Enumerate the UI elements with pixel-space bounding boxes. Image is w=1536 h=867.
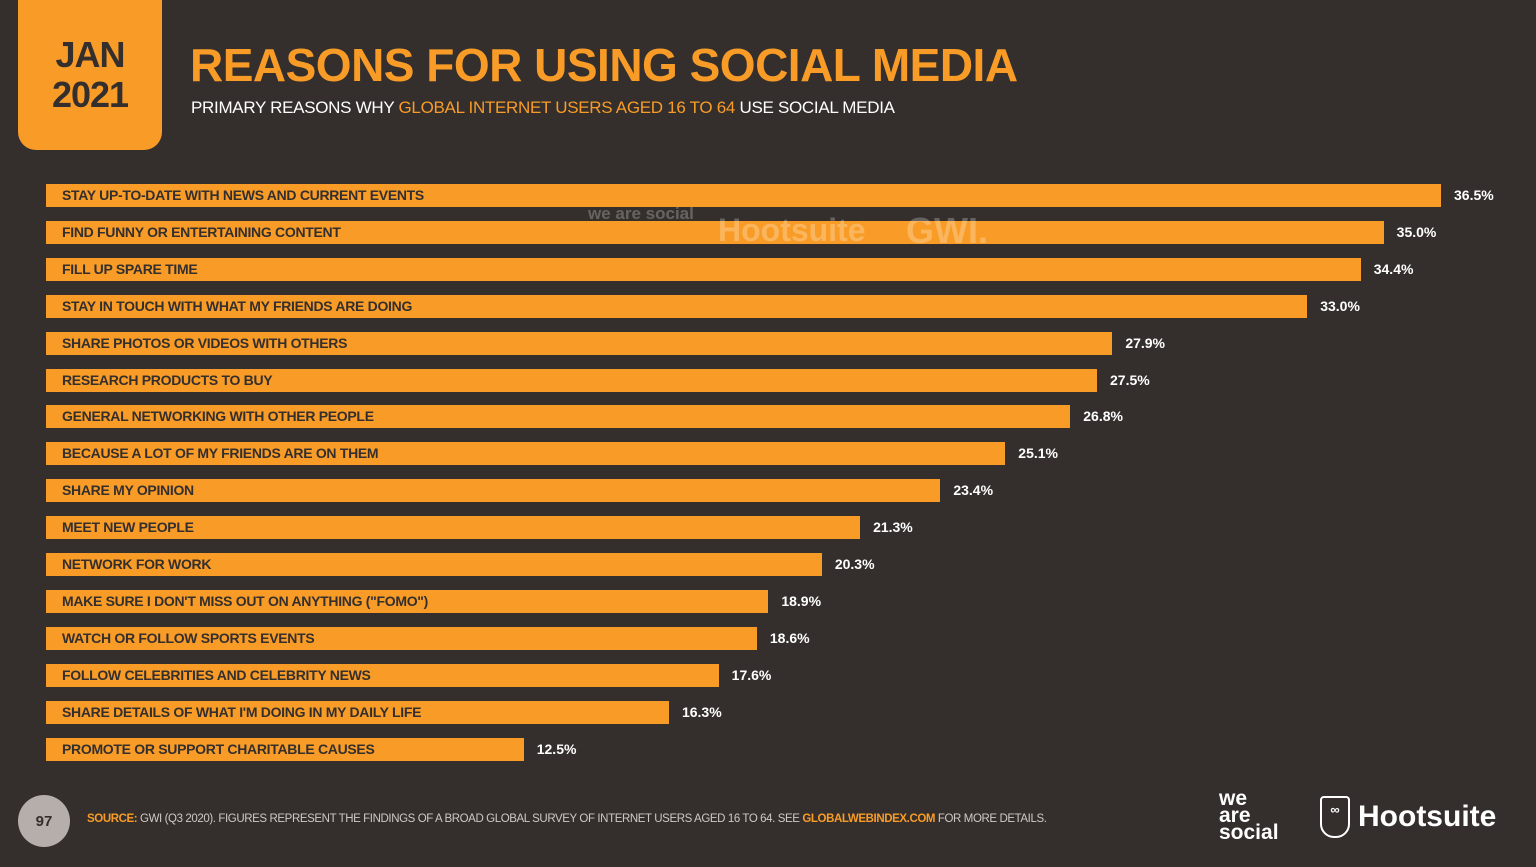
logo-line: we: [1219, 787, 1248, 810]
bar-value-label: 16.3%: [681, 704, 722, 720]
bar-label: SHARE MY OPINION: [62, 482, 194, 498]
bar: [46, 627, 757, 650]
bar-label: MEET NEW PEOPLE: [62, 519, 194, 535]
date-year: 2021: [51, 74, 129, 115]
bar: [46, 516, 861, 539]
bar-value-label: 27.9%: [1125, 335, 1166, 351]
owl-icon: ∞: [1320, 796, 1350, 838]
bar-value-label: 33.0%: [1320, 298, 1360, 314]
bar: [46, 295, 1308, 318]
bar: [46, 738, 524, 761]
bar-value-label: 21.3%: [873, 519, 913, 535]
bar-label: SHARE DETAILS OF WHAT I'M DOING IN MY DA…: [62, 704, 422, 720]
subtitle-post: USE SOCIAL MEDIA: [735, 98, 895, 117]
source-link[interactable]: GLOBALWEBINDEX.COM: [802, 813, 936, 825]
source-tail: FOR MORE DETAILS.: [935, 813, 1047, 825]
source-text: GWI (Q3 2020). FIGURES REPRESENT THE FIN…: [137, 813, 803, 825]
bar-label: WATCH OR FOLLOW SPORTS EVENTS: [62, 630, 315, 646]
date-month: JAN: [55, 34, 125, 75]
hootsuite-wordmark: Hootsuite: [1358, 800, 1497, 833]
bar: [46, 405, 1071, 428]
bar-value-label: 35.0%: [1396, 224, 1437, 240]
bar-value-label: 23.4%: [953, 482, 994, 498]
bar-label: GENERAL NETWORKING WITH OTHER PEOPLE: [62, 408, 374, 424]
watermark-we-are-social: we are social: [588, 204, 694, 223]
bar-value-label: 20.3%: [834, 556, 875, 572]
page-number: 97: [18, 795, 70, 847]
bar: [46, 221, 1384, 244]
bar-value-label: 36.5%: [1454, 187, 1494, 203]
bar-label: STAY IN TOUCH WITH WHAT MY FRIENDS ARE D…: [62, 298, 413, 314]
bar-label: FIND FUNNY OR ENTERTAINING CONTENT: [62, 224, 341, 240]
bar-label: BECAUSE A LOT OF MY FRIENDS ARE ON THEM: [62, 445, 379, 461]
bar-value-label: 34.4%: [1373, 261, 1414, 277]
bar-value-label: 18.9%: [781, 593, 822, 609]
date-badge: JAN 2021: [18, 0, 162, 150]
page-title: REASONS FOR USING SOCIAL MEDIA: [190, 39, 1018, 91]
bar: [46, 442, 1006, 465]
logo-line: social: [1219, 821, 1279, 844]
hootsuite-logo: ∞ Hootsuite: [1320, 796, 1496, 838]
bar-label: FOLLOW CELEBRITIES AND CELEBRITY NEWS: [62, 667, 371, 683]
bar-label: MAKE SURE I DON'T MISS OUT ON ANYTHING (…: [62, 593, 428, 609]
bar-label: FILL UP SPARE TIME: [62, 261, 198, 277]
source-label: SOURCE:: [87, 813, 138, 825]
bar-label: NETWORK FOR WORK: [62, 556, 212, 572]
bar-label: PROMOTE OR SUPPORT CHARITABLE CAUSES: [62, 741, 375, 757]
subtitle-pre: PRIMARY REASONS WHY: [191, 98, 399, 117]
watermark-gwi: GWI.: [906, 210, 988, 251]
bar-label: STAY UP-TO-DATE WITH NEWS AND CURRENT EV…: [62, 187, 424, 203]
source-note: SOURCE: GWI (Q3 2020). FIGURES REPRESENT…: [87, 813, 1047, 825]
bar: [46, 184, 1441, 207]
bar-value-label: 25.1%: [1018, 445, 1058, 461]
bar-value-label: 12.5%: [536, 741, 577, 757]
watermark-hootsuite: Hootsuite: [718, 212, 866, 248]
bar: [46, 332, 1113, 355]
bar-value-label: 18.6%: [769, 630, 810, 646]
bar: [46, 258, 1361, 281]
bar: [46, 590, 769, 613]
page-subtitle: PRIMARY REASONS WHY GLOBAL INTERNET USER…: [191, 98, 895, 118]
bar: [46, 664, 719, 687]
bar-value-label: 27.5%: [1110, 372, 1150, 388]
bar-value-label: 17.6%: [731, 667, 772, 683]
bar: [46, 553, 822, 576]
logo-line: are: [1219, 804, 1251, 827]
bar: [46, 479, 941, 502]
bar-label: SHARE PHOTOS OR VIDEOS WITH OTHERS: [62, 335, 348, 351]
subtitle-highlight: GLOBAL INTERNET USERS AGED 16 TO 64: [398, 98, 736, 117]
bar: [46, 369, 1098, 392]
we-are-social-logo: we are social: [1219, 787, 1279, 844]
bar-value-label: 26.8%: [1083, 408, 1123, 424]
bar: [46, 701, 669, 724]
bar-label: RESEARCH PRODUCTS TO BUY: [62, 372, 273, 388]
